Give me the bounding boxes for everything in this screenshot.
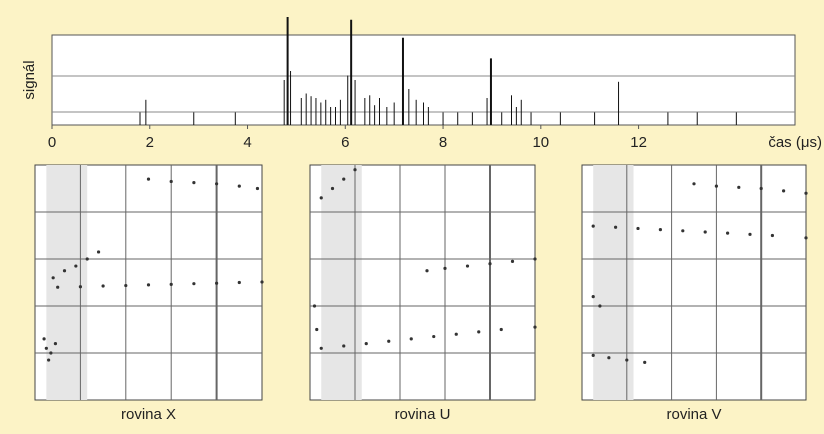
hit	[591, 353, 595, 357]
hit	[598, 304, 602, 308]
hit	[607, 356, 611, 360]
panel-caption: rovina V	[666, 406, 721, 423]
hit	[510, 259, 515, 263]
hit	[726, 231, 730, 235]
hit	[342, 344, 346, 348]
hit	[488, 262, 492, 266]
hit	[96, 250, 101, 254]
hit	[146, 177, 151, 181]
hit	[312, 304, 317, 308]
hit	[215, 182, 219, 186]
hit	[101, 284, 105, 288]
hit	[192, 181, 196, 185]
hit	[364, 342, 368, 346]
shade-band	[321, 165, 362, 400]
hit	[56, 285, 60, 289]
hit	[748, 232, 752, 236]
hit	[124, 283, 128, 288]
hit	[78, 285, 82, 289]
hit	[53, 342, 58, 346]
hit	[692, 182, 696, 186]
hit	[51, 276, 55, 280]
hit	[454, 332, 458, 336]
hit	[353, 168, 357, 172]
x-tick-label: 2	[146, 134, 154, 151]
hit	[591, 295, 595, 299]
hit	[643, 360, 647, 364]
hit	[62, 269, 67, 273]
hit	[770, 233, 775, 238]
hit	[387, 339, 391, 343]
y-axis-label: signál	[21, 60, 38, 99]
x-tick-label: 12	[630, 134, 647, 151]
hit	[759, 186, 763, 191]
hit	[49, 351, 53, 355]
hit	[499, 327, 503, 332]
hit	[342, 177, 346, 181]
hit	[432, 334, 436, 339]
hit	[591, 224, 595, 228]
hit	[146, 283, 151, 287]
hit	[260, 280, 264, 284]
hit	[425, 269, 429, 273]
shade-band	[46, 165, 88, 400]
hit	[614, 225, 618, 229]
hit	[782, 189, 786, 193]
hit	[658, 228, 663, 232]
hit	[319, 196, 323, 200]
hit	[74, 264, 78, 268]
panel-caption: rovina U	[395, 406, 451, 423]
hit	[737, 185, 741, 189]
hit	[714, 184, 719, 188]
hit	[237, 280, 241, 285]
hit	[215, 281, 219, 285]
hit	[804, 236, 808, 240]
hit	[255, 186, 260, 191]
hit	[192, 282, 196, 286]
hit	[625, 358, 629, 362]
x-tick-label: 0	[48, 134, 56, 151]
hit	[47, 358, 51, 362]
hit	[443, 266, 447, 270]
x-axis-label: čas (μs)	[768, 134, 822, 151]
hit	[315, 327, 319, 332]
x-tick-label: 6	[341, 134, 349, 151]
hit	[409, 337, 413, 341]
hit	[44, 346, 48, 350]
hit	[533, 257, 537, 261]
hit	[681, 229, 685, 233]
panel-caption: rovina X	[121, 406, 176, 423]
hit	[804, 191, 808, 195]
hit	[85, 257, 89, 261]
hit	[477, 330, 481, 334]
hit	[237, 184, 241, 188]
hit	[169, 282, 173, 286]
x-tick-label: 8	[439, 134, 447, 151]
x-tick-label: 10	[532, 134, 549, 151]
hit	[330, 186, 335, 191]
hit	[703, 230, 707, 234]
hit	[533, 325, 537, 329]
shade-band	[593, 165, 634, 400]
hit	[42, 337, 46, 341]
hit	[465, 264, 470, 268]
hit	[636, 226, 640, 231]
hit	[169, 179, 173, 184]
hit	[319, 346, 323, 350]
x-tick-label: 4	[243, 134, 251, 151]
